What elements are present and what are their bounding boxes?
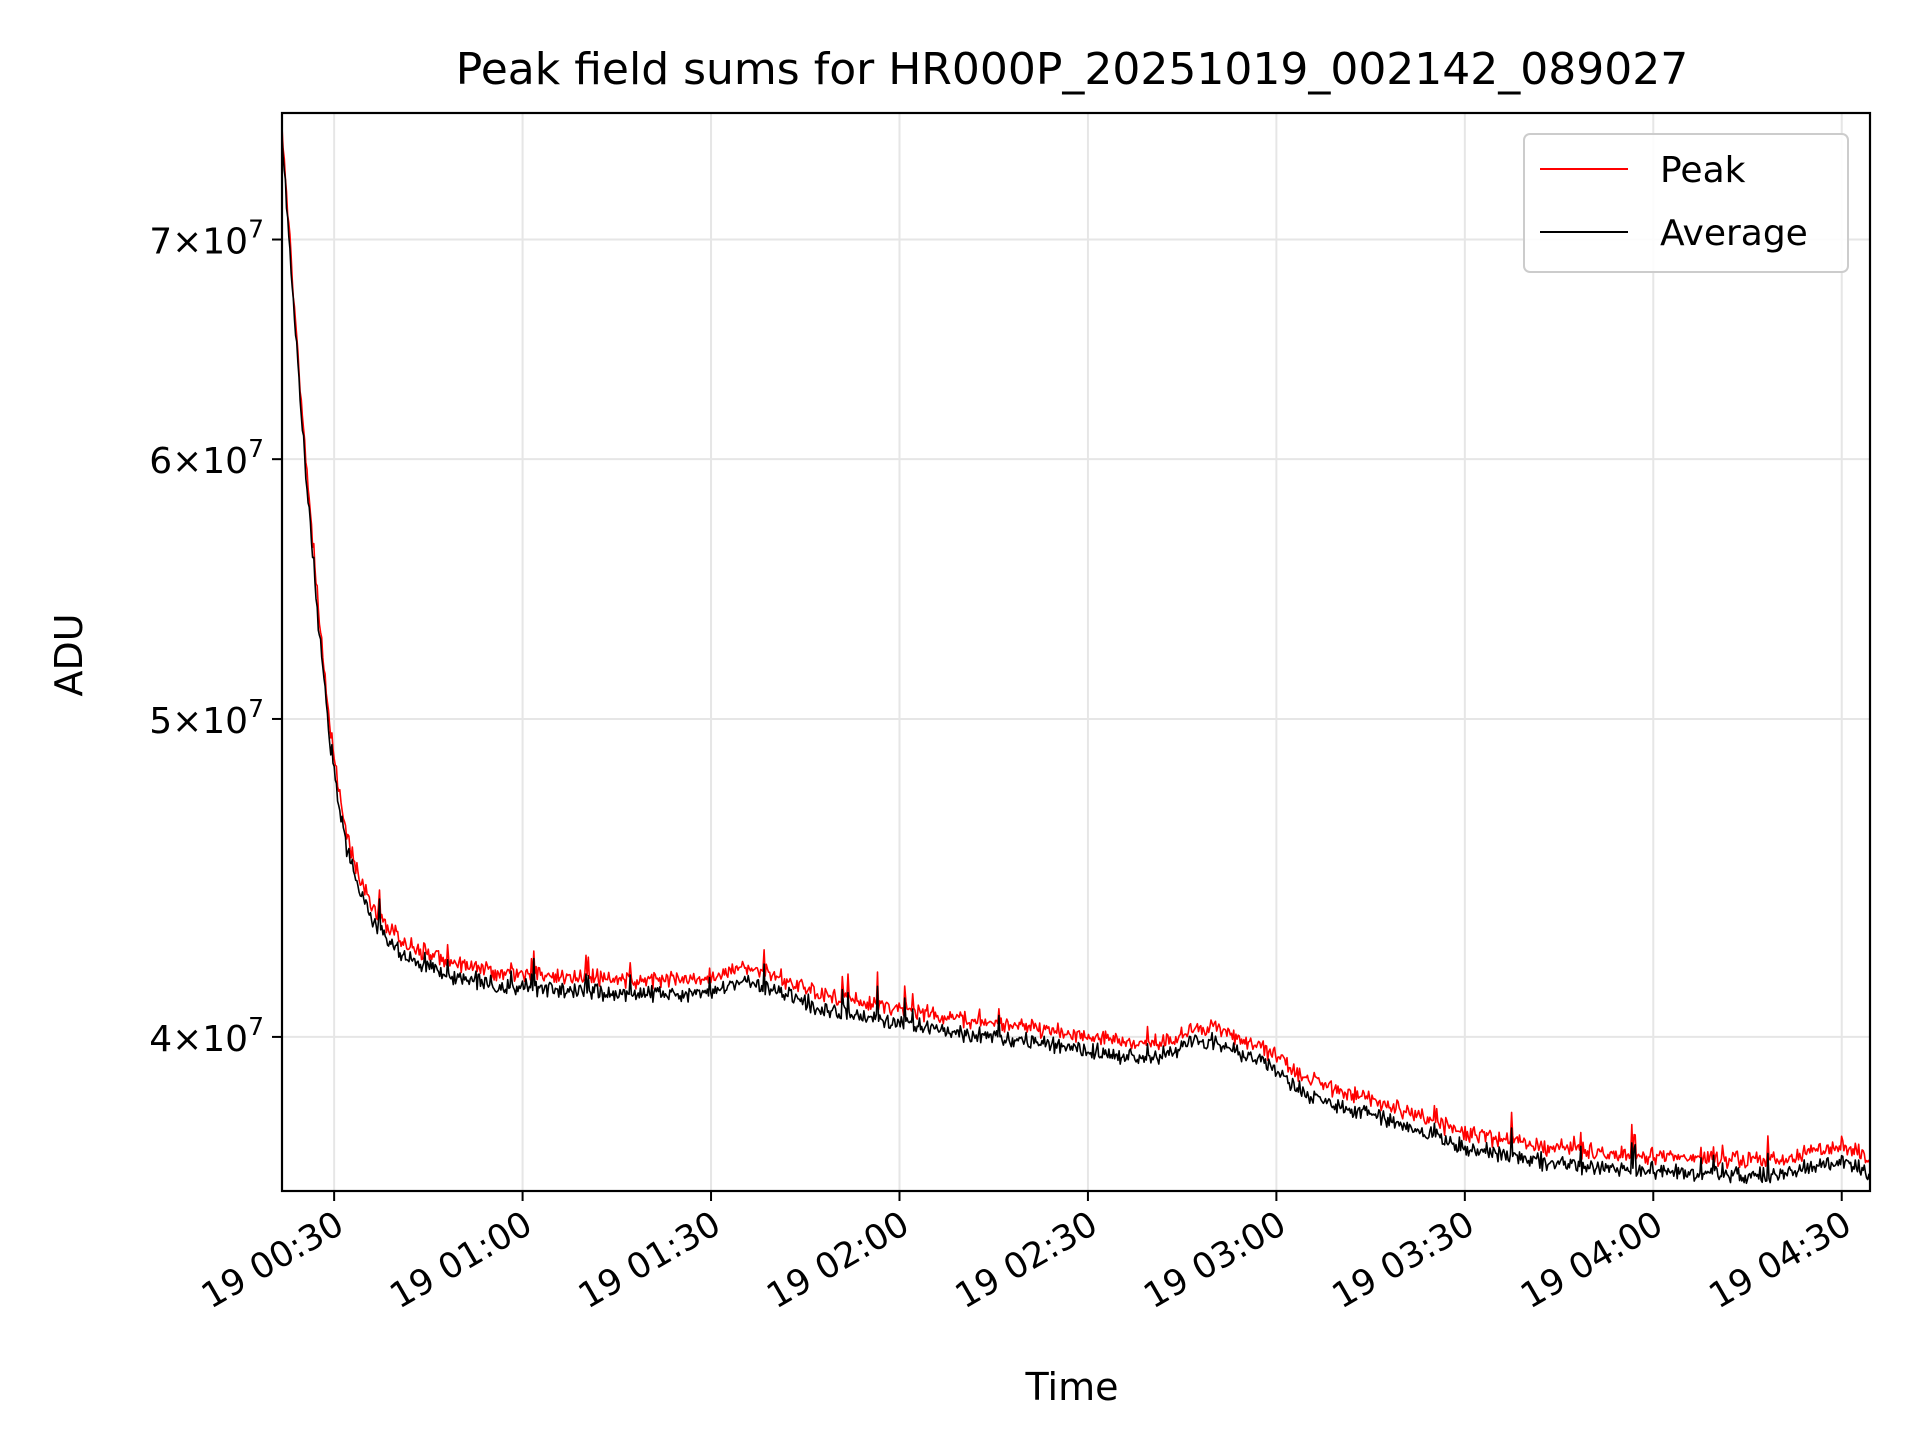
legend: Peak Average [1523,133,1849,273]
legend-label-peak: Peak [1660,150,1746,191]
chart-title: Peak field sums for HR000P_20251019_0021… [456,44,1689,95]
y-axis-label: ADU [47,613,91,696]
x-axis-label: Time [1025,1365,1119,1409]
series-line-peak [281,126,1871,1169]
y-tick-label: 6×107 [149,434,264,482]
y-tick-label: 5×107 [149,694,264,742]
series-line-average [281,136,1871,1185]
y-tick-label: 4×107 [149,1012,264,1060]
plot-frame [280,111,1872,1193]
plot-lines [281,126,1871,1185]
legend-label-average: Average [1660,213,1808,254]
y-tick-label: 7×107 [149,215,264,263]
